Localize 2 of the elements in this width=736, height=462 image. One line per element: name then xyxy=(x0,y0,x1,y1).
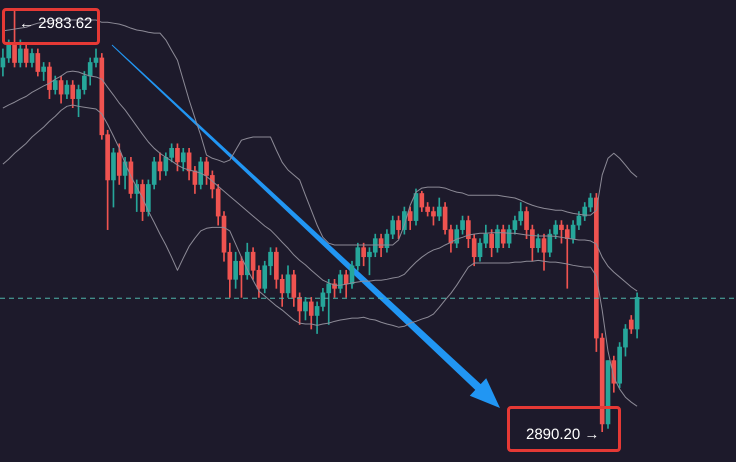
annotation: 2890.20 → xyxy=(526,426,600,443)
annotation: ← 2983.62 xyxy=(19,15,92,32)
